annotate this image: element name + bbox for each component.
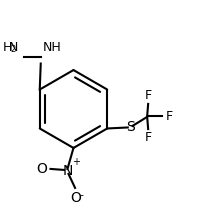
Text: H: H bbox=[2, 41, 12, 54]
Text: -: - bbox=[80, 190, 84, 200]
Text: 2: 2 bbox=[10, 45, 15, 54]
Text: O: O bbox=[37, 162, 48, 176]
Text: F: F bbox=[166, 110, 173, 123]
Text: N: N bbox=[62, 164, 73, 178]
Text: S: S bbox=[126, 121, 135, 135]
Text: O: O bbox=[70, 191, 81, 205]
Text: N: N bbox=[9, 41, 18, 54]
Text: F: F bbox=[145, 131, 152, 145]
Text: F: F bbox=[145, 89, 152, 102]
Text: NH: NH bbox=[43, 41, 61, 54]
Text: +: + bbox=[72, 157, 80, 167]
